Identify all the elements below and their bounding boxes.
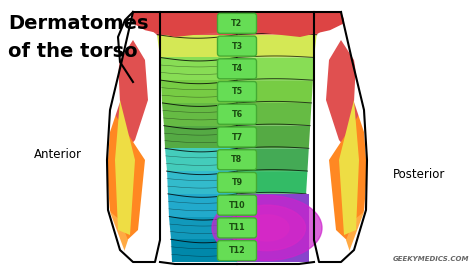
FancyBboxPatch shape [218, 82, 256, 102]
Polygon shape [0, 0, 474, 12]
Text: T5: T5 [231, 87, 243, 96]
Polygon shape [237, 80, 313, 103]
Polygon shape [105, 210, 128, 258]
Ellipse shape [245, 215, 289, 241]
Polygon shape [237, 217, 305, 239]
Polygon shape [169, 217, 237, 239]
FancyBboxPatch shape [218, 36, 256, 56]
FancyBboxPatch shape [218, 172, 256, 193]
Polygon shape [171, 239, 237, 262]
Polygon shape [326, 40, 362, 160]
FancyBboxPatch shape [218, 127, 256, 147]
Polygon shape [237, 194, 309, 262]
Polygon shape [160, 57, 237, 80]
Polygon shape [166, 171, 237, 194]
Polygon shape [105, 110, 145, 245]
Text: T10: T10 [228, 201, 246, 210]
Text: T12: T12 [228, 246, 246, 255]
FancyBboxPatch shape [218, 104, 256, 124]
Text: Anterior: Anterior [34, 148, 82, 161]
Text: T11: T11 [228, 223, 246, 232]
Polygon shape [115, 100, 135, 235]
Polygon shape [237, 103, 311, 126]
Text: T7: T7 [231, 132, 243, 142]
Polygon shape [237, 35, 317, 57]
FancyBboxPatch shape [218, 218, 256, 238]
Polygon shape [0, 0, 155, 262]
Polygon shape [164, 126, 237, 148]
FancyBboxPatch shape [218, 150, 256, 170]
Polygon shape [157, 35, 237, 57]
FancyBboxPatch shape [218, 195, 256, 215]
Ellipse shape [212, 196, 322, 260]
Polygon shape [130, 12, 237, 35]
FancyBboxPatch shape [218, 13, 256, 33]
Polygon shape [346, 210, 369, 258]
Polygon shape [237, 148, 309, 171]
Text: Posterior: Posterior [393, 168, 445, 181]
Polygon shape [237, 126, 310, 148]
Polygon shape [237, 57, 314, 80]
FancyBboxPatch shape [218, 59, 256, 79]
Polygon shape [319, 0, 474, 262]
Text: T9: T9 [231, 178, 243, 187]
Ellipse shape [228, 205, 306, 251]
Polygon shape [237, 12, 344, 35]
Text: T3: T3 [231, 41, 243, 51]
Polygon shape [163, 103, 237, 126]
FancyBboxPatch shape [218, 241, 256, 261]
Polygon shape [339, 100, 359, 235]
Polygon shape [329, 110, 369, 245]
Text: T6: T6 [231, 110, 243, 119]
Text: T2: T2 [231, 19, 243, 28]
Polygon shape [161, 80, 237, 103]
Polygon shape [168, 194, 237, 217]
Polygon shape [165, 148, 237, 171]
Text: Dermatomes: Dermatomes [8, 14, 148, 33]
Polygon shape [237, 171, 308, 194]
Polygon shape [237, 194, 306, 217]
Polygon shape [237, 12, 344, 37]
Polygon shape [133, 12, 237, 37]
Text: T8: T8 [231, 155, 243, 164]
Text: of the torso: of the torso [8, 42, 137, 61]
Polygon shape [237, 239, 303, 262]
Text: GEEKYMEDICS.COM: GEEKYMEDICS.COM [392, 256, 469, 262]
Polygon shape [112, 40, 148, 160]
Text: T4: T4 [231, 64, 243, 73]
